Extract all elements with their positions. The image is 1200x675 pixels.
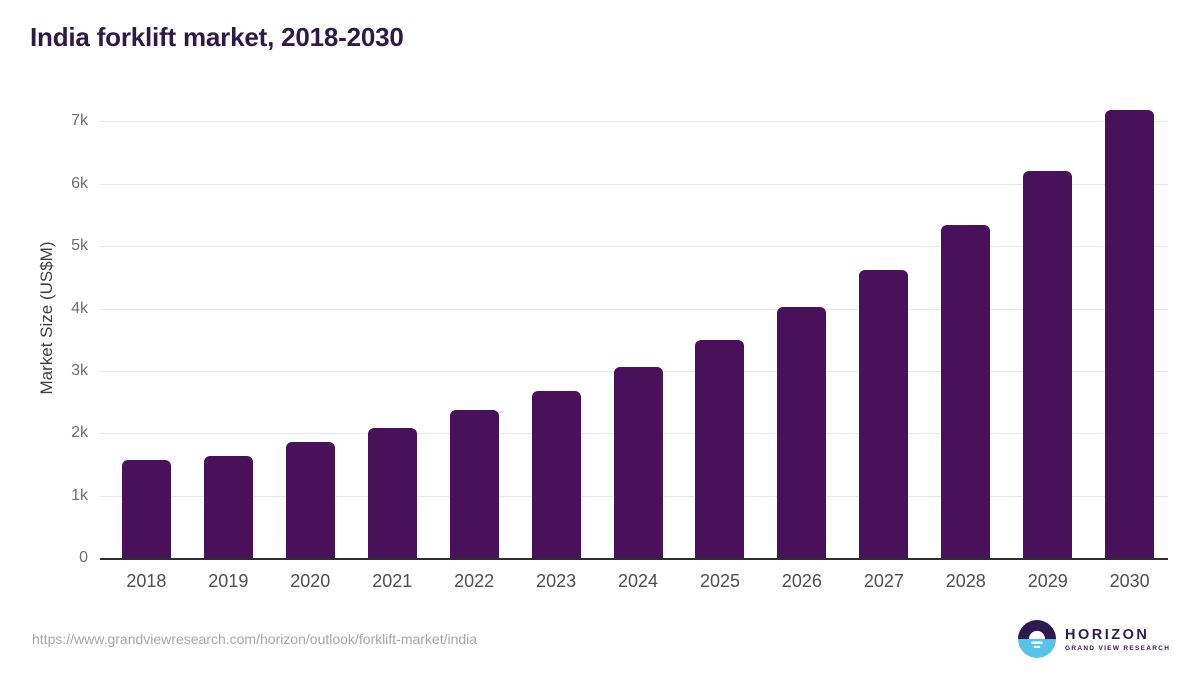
bar-2027[interactable]	[859, 269, 909, 558]
y-tick-label: 7k	[71, 112, 88, 130]
bar-2028[interactable]	[941, 224, 991, 558]
bar-2030[interactable]	[1105, 109, 1155, 558]
x-axis-line	[100, 558, 1168, 560]
x-tick-label: 2028	[945, 571, 986, 591]
gridline	[100, 121, 1168, 123]
x-tick-label: 2026	[781, 571, 822, 591]
bar-2024[interactable]	[613, 367, 663, 558]
gridline	[100, 246, 1168, 248]
bar-2022[interactable]	[449, 410, 499, 558]
x-tick-label: 2030	[1109, 571, 1150, 591]
gridline	[100, 183, 1168, 185]
x-tick-label: 2029	[1027, 571, 1068, 591]
x-tick-label: 2018	[126, 571, 167, 591]
gridline	[100, 308, 1168, 310]
x-tick-label: 2021	[372, 571, 413, 591]
y-tick-label: 0	[79, 549, 88, 566]
bar-2021[interactable]	[367, 427, 417, 558]
logo-brand: HORIZON	[1065, 626, 1150, 643]
y-tick-label: 5k	[71, 237, 88, 255]
x-tick-label: 2022	[454, 571, 495, 591]
horizon-logo[interactable]: HORIZON GRAND VIEW RESEARCH	[1018, 620, 1170, 658]
chart-title: India forklift market, 2018-2030	[30, 22, 404, 52]
y-tick-label: 1k	[71, 486, 88, 504]
horizon-logo-icon	[1018, 620, 1056, 658]
x-tick-label: 2027	[863, 571, 904, 591]
bar-2018[interactable]	[121, 460, 171, 558]
source-url: https://www.grandviewresearch.com/horizo…	[32, 631, 478, 647]
bar-2020[interactable]	[285, 442, 335, 558]
x-tick-label: 2023	[536, 571, 577, 591]
y-tick-label: 6k	[71, 174, 88, 192]
x-tick-label: 2025	[699, 571, 740, 591]
y-tick-label: 3k	[71, 361, 88, 379]
y-tick-label: 4k	[71, 299, 88, 317]
bar-2023[interactable]	[531, 390, 581, 558]
bar-2019[interactable]	[203, 456, 253, 558]
logo-subtitle: GRAND VIEW RESEARCH	[1065, 644, 1171, 652]
x-tick-label: 2024	[618, 571, 659, 591]
x-tick-label: 2020	[290, 571, 331, 591]
bar-2025[interactable]	[695, 339, 745, 558]
x-tick-label: 2019	[208, 571, 249, 591]
bar-2026[interactable]	[777, 307, 827, 558]
y-tick-label: 2k	[71, 424, 88, 442]
bar-2029[interactable]	[1023, 171, 1073, 558]
